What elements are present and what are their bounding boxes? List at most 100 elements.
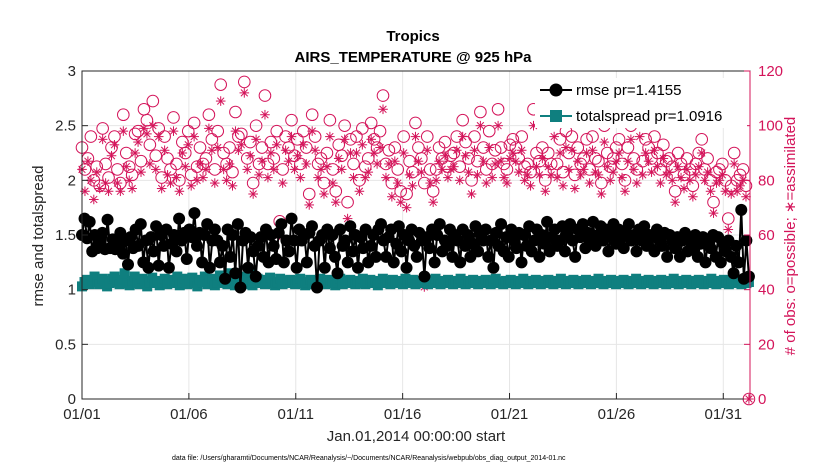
y-left-tick-label: 0.5 [55,336,76,353]
obs-possible-point [539,174,552,187]
obs-assimilated-point [254,170,264,180]
totalspread-point [214,270,225,281]
rmse-point [213,256,226,269]
rmse-point [400,261,413,274]
y-left-tick-label: 0 [68,391,76,408]
rmse-point [495,218,508,231]
obs-assimilated-point [702,167,713,177]
obs-assimilated-point [392,178,403,188]
obs-possible-point [84,130,98,143]
rmse-point [234,281,247,294]
rmse-point [423,242,436,255]
obs-possible-point [586,130,599,143]
obs-assimilated-point [652,161,663,172]
y-left-axis-ticks: 0 0.5 1 1.5 2 2.5 3 [55,63,88,408]
data-file-note: data file: /Users/gharamti/Documents/NCA… [172,455,566,462]
obs-assimilated-point [106,150,117,161]
obs-possible-point [657,138,670,152]
rmse-point [267,239,280,252]
rmse-point [668,242,681,255]
rmse-point [242,261,255,274]
obs-possible-point [716,157,729,171]
obs-possible-point [202,108,216,122]
obs-assimilated-point [631,178,642,188]
obs-possible-point [249,119,263,132]
obs-possible-point [361,152,375,165]
y-right-tick-label: 80 [758,172,775,189]
totalspread-point [207,273,218,284]
rmse-point [699,256,712,269]
obs-possible-point [96,122,109,135]
rmse-point [656,239,669,252]
legend-box [535,78,747,128]
obs-assimilated-point [552,172,562,183]
obs-assimilated-point [696,148,707,158]
obs-assimilated-point [481,178,492,188]
obs-assimilated-point [602,161,613,172]
legend-rmse-label: rmse pr=1.4155 [576,82,681,99]
obs-assimilated-point [148,120,158,131]
obs-possible-point [420,130,434,143]
obs-assimilated-point [416,167,427,177]
obs-assimilated-point [360,172,371,183]
totalspread-point [147,272,158,283]
obs-assimilated-point [319,189,329,199]
rmse-point [369,250,382,263]
obs-assimilated-point [242,164,253,175]
totalspread-point [265,272,276,283]
x-tick-label: 01/11 [278,406,314,423]
obs-possible-point [146,94,160,108]
obs-assimilated-point [369,148,379,158]
obs-possible-point [565,130,579,143]
rmse-point [344,220,357,233]
obs-assimilated-point [390,156,400,166]
obs-assimilated-point [451,145,462,156]
obs-assimilated-point [691,170,701,180]
obs-assimilated-point [292,150,303,161]
obs-assimilated-point [221,175,232,186]
obs-assimilated-point [449,161,459,172]
obs-assimilated-point [413,156,424,166]
obs-assimilated-point [617,172,627,183]
totalspread-point [119,268,130,279]
obs-possible-point [302,187,316,201]
totalspread-point [357,273,368,284]
totalspread-point [109,271,120,282]
obs-assimilated-point [679,183,689,194]
obs-possible-point [258,89,272,102]
obs-assimilated-point [478,156,489,166]
obs-possible-point [592,154,605,168]
obs-assimilated-point [271,140,282,150]
obs-assimilated-point [204,123,214,134]
rmse-point [226,229,239,241]
rmse-point [392,220,405,233]
obs-assimilated-point [354,186,365,197]
obs-possible-point [246,176,260,190]
totalspread-point [99,275,110,286]
obs-assimilated-point [257,156,267,166]
obs-assimilated-point [640,148,651,158]
rmse-point [410,250,423,263]
obs-assimilated-point [330,197,341,207]
obs-assimilated-point [667,175,678,186]
obs-assimilated-point [593,170,604,180]
totalspread-point [172,271,183,282]
rmse-point [515,256,528,269]
obs-possible-point [214,78,227,91]
obs-assimilated-point [130,148,140,158]
obs-possible-point [438,135,452,149]
x-tick-label: 01/01 [63,406,101,423]
x-tick-label: 01/26 [598,406,636,423]
totalspread-point [237,271,248,282]
obs-assimilated-point [150,164,161,175]
rmse-point [732,256,745,269]
rmse-point [714,256,727,269]
rmse-point [231,218,244,231]
rmse-point [216,239,229,252]
y-right-axis-label: # of obs: o=possible; ∗=assimilated [782,117,799,356]
rmse-point [229,267,242,280]
rmse-point [147,245,160,258]
totalspread-point [335,273,346,284]
obs-assimilated-point [266,148,276,158]
rmse-point [617,242,630,255]
